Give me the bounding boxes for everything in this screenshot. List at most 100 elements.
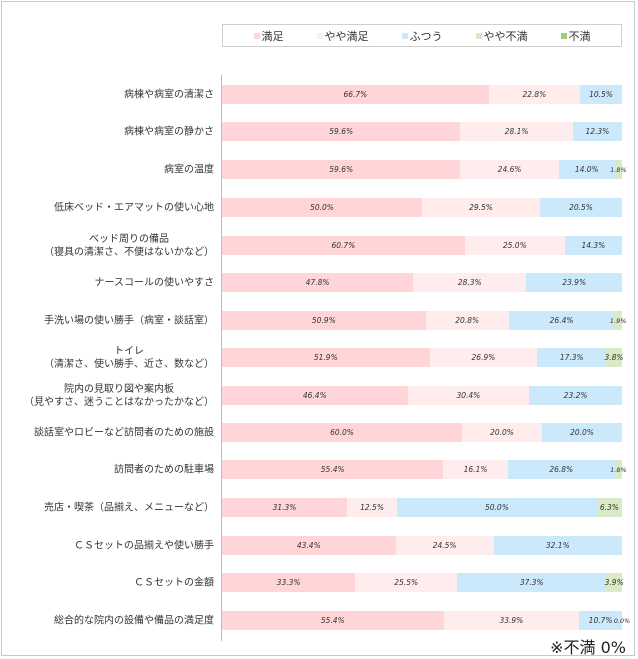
legend-item: やや不満: [475, 28, 528, 44]
data-label: 60.7%: [331, 241, 356, 250]
data-label: 55.4%: [320, 465, 345, 474]
category-label: 手洗い場の使い勝手（病室・談話室）: [44, 315, 214, 326]
chart-row: 手洗い場の使い勝手（病室・談話室） 50.9% 20.8% 26.4% 1.9%: [0, 311, 638, 330]
data-label: 24.5%: [432, 541, 457, 550]
category-label: ＣＳセットの金額: [134, 577, 214, 588]
bar-segment: 47.8%: [222, 273, 414, 292]
data-label: 43.4%: [296, 541, 321, 550]
data-label: 26.9%: [471, 353, 496, 362]
data-label: 32.1%: [545, 541, 570, 550]
chart-row: 低床ベッド・エアマットの使い心地 50.0% 29.5% 20.5%: [0, 198, 638, 217]
bar-segment: 28.3%: [413, 273, 527, 292]
data-label: 28.3%: [457, 278, 482, 287]
data-label: 66.7%: [343, 90, 368, 99]
stacked-bar: 33.3% 25.5% 37.3% 3.9%: [222, 573, 624, 592]
bar-segment: 20.8%: [425, 311, 509, 330]
category-label: トイレ （清潔さ、使い勝手、近さ、数など）: [44, 345, 214, 370]
bar-segment: 25.0%: [464, 236, 565, 255]
bar-segment: 1.8%: [610, 160, 627, 179]
bar-segment: 10.7%: [579, 611, 622, 630]
legend-item: 満足: [253, 28, 284, 44]
stacked-bar: 66.7% 22.8% 10.5%: [222, 85, 622, 104]
bar-segment: 26.8%: [507, 460, 615, 479]
data-label: 14.0%: [574, 165, 599, 174]
bar-segment: 59.6%: [222, 122, 461, 141]
data-label: 29.5%: [469, 203, 493, 212]
bar-segment: 26.4%: [508, 311, 615, 330]
bar-segment: 23.9%: [526, 273, 622, 292]
stacked-bar: 46.4% 30.4% 23.2%: [222, 386, 622, 405]
data-label: 50.0%: [485, 503, 509, 512]
chart-row: トイレ （清潔さ、使い勝手、近さ、数など） 51.9% 26.9% 17.3% 3.8%: [0, 346, 638, 370]
bar-segment: 14.3%: [564, 236, 622, 255]
data-label: 23.2%: [563, 391, 588, 400]
bar-segment: 22.8%: [488, 85, 580, 104]
bar-segment: 12.3%: [572, 122, 622, 141]
data-label: 10.5%: [589, 90, 613, 99]
bar-segment: 50.0%: [397, 498, 597, 517]
bar-segment: 20.5%: [540, 198, 622, 217]
data-label: 46.4%: [302, 391, 327, 400]
bar-segment: 59.6%: [222, 160, 461, 179]
data-label: 50.9%: [311, 316, 336, 325]
bar-segment: 1.9%: [610, 311, 626, 330]
data-label: 3.9%: [604, 578, 624, 587]
bar-segment: 30.4%: [407, 386, 530, 405]
legend-swatch-icon: [475, 32, 482, 39]
bar-segment: 24.5%: [395, 536, 494, 555]
data-label: 59.6%: [329, 127, 354, 136]
data-label: 0.0%: [613, 616, 631, 625]
stacked-bar: 50.0% 29.5% 20.5%: [222, 198, 622, 217]
chart-row: 病棟や病室の静かさ 59.6% 28.1% 12.3%: [0, 122, 638, 141]
chart-row: 売店・喫茶（品揃え、メニューなど） 31.3% 12.5% 50.0% 6.3%: [0, 498, 638, 517]
bar-segment: 33.9%: [443, 611, 580, 630]
chart-row: 総合的な院内の設備や備品の満足度 55.4% 33.9% 10.7% 0.0%: [0, 611, 638, 630]
data-label: 1.8%: [610, 165, 627, 174]
bar-segment: 33.3%: [222, 573, 356, 592]
bar-segment: 16.1%: [443, 460, 508, 479]
legend-label: やや不満: [483, 29, 528, 43]
chart-row: 院内の見取り図や案内板 （見やすさ、迷うことはなかったかなど） 46.4% 30.4%…: [0, 384, 638, 408]
bar-segment: 26.9%: [429, 348, 538, 367]
chart-row: 談話室やロビーなど訪問者のための施設 60.0% 20.0% 20.0%: [0, 423, 638, 442]
bar-segment: 50.0%: [222, 198, 422, 217]
bar-segment: 20.0%: [542, 423, 622, 442]
data-label: 12.3%: [585, 127, 610, 136]
category-label: 低床ベッド・エアマットの使い心地: [54, 202, 214, 213]
chart-row: 訪問者のための駐車場 55.4% 16.1% 26.8% 1.8%: [0, 460, 638, 479]
bar-segment: 1.8%: [610, 460, 627, 479]
bar-segment: 50.9%: [222, 311, 426, 330]
stacked-bar: 50.9% 20.8% 26.4% 1.9%: [222, 311, 626, 330]
chart-row: ＣＳセットの品揃えや使い勝手 43.4% 24.5% 32.1%: [0, 536, 638, 555]
category-label: ナースコールの使いやすさ: [94, 277, 215, 288]
y-axis-line: [221, 75, 222, 641]
data-label: 17.3%: [559, 353, 584, 362]
bar-segment: 43.4%: [222, 536, 396, 555]
chart-row: ナースコールの使いやすさ 47.8% 28.3% 23.9%: [0, 273, 638, 292]
stacked-bar: 59.6% 24.6% 14.0% 1.8%: [222, 160, 627, 179]
bar-segment: 60.7%: [222, 236, 465, 255]
footnote: ※不満 0%: [550, 638, 626, 657]
category-label: 総合的な院内の設備や備品の満足度: [54, 615, 214, 626]
legend-label: 不満: [568, 29, 591, 43]
data-label: 33.9%: [499, 616, 524, 625]
stacked-bar: 47.8% 28.3% 23.9%: [222, 273, 622, 292]
data-label: 10.7%: [588, 616, 613, 625]
category-label: 院内の見取り図や案内板 （見やすさ、迷うことはなかったかなど）: [24, 383, 214, 408]
bar-segment: 37.3%: [457, 573, 607, 592]
data-label: 25.5%: [394, 578, 419, 587]
legend-item: 不満: [560, 28, 591, 44]
stacked-bar: 55.4% 33.9% 10.7% 0.0%: [222, 611, 630, 630]
category-label: 病棟や病室の静かさ: [124, 126, 214, 137]
legend-item: ふつう: [401, 28, 443, 44]
data-label: 50.0%: [310, 203, 334, 212]
category-label: ＣＳセットの品揃えや使い勝手: [74, 540, 214, 551]
category-label: 売店・喫茶（品揃え、メニューなど）: [44, 502, 214, 513]
data-label: 51.9%: [313, 353, 338, 362]
bar-segment: 20.0%: [462, 423, 542, 442]
bar-segment: 55.4%: [222, 460, 444, 479]
bar-segment: 23.2%: [529, 386, 622, 405]
data-label: 1.8%: [610, 465, 627, 474]
legend-swatch-icon: [316, 32, 323, 39]
data-label: 37.3%: [519, 578, 544, 587]
